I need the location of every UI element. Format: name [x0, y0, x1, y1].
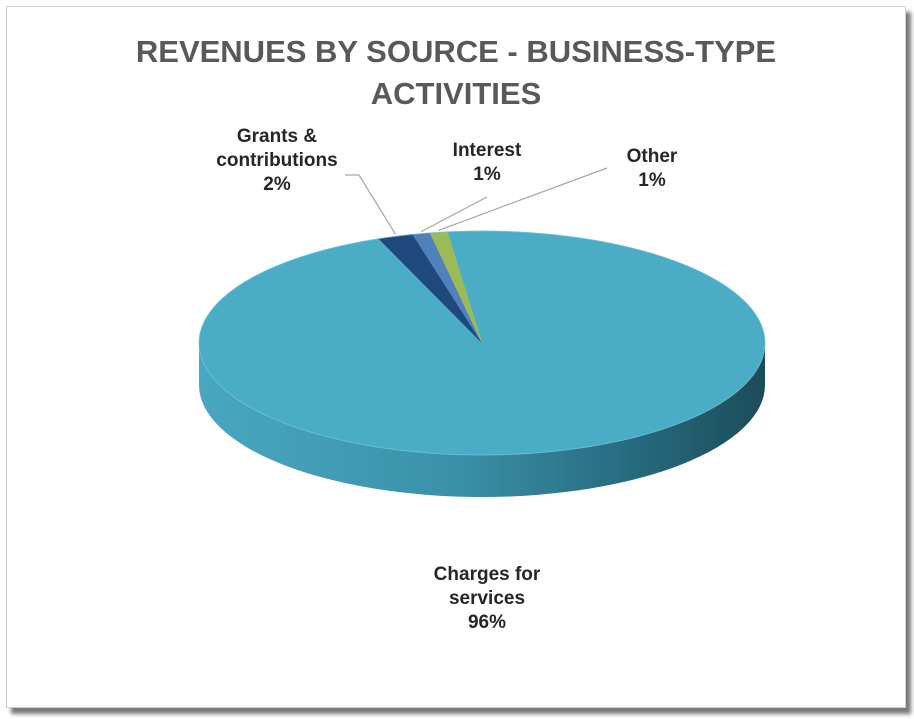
slice-label-interest: Interest 1% — [452, 140, 522, 185]
pie-side — [199, 343, 765, 497]
chart-area: REVENUES BY SOURCE - BUSINESS-TYPE ACTIV… — [6, 6, 906, 708]
slice-label-other: Other 1% — [626, 146, 678, 191]
leader-lines — [345, 167, 608, 235]
pie-top — [198, 230, 766, 456]
leader-line-other — [438, 167, 608, 231]
pie-side-wall — [199, 343, 765, 497]
chart-title: REVENUES BY SOURCE - BUSINESS-TYPE ACTIV… — [7, 31, 905, 115]
pie-chart — [198, 167, 766, 497]
leader-line-grants — [345, 174, 396, 235]
slice-label-charges-for-services: Charges for services 96% — [433, 564, 541, 633]
leader-line-interest — [420, 196, 488, 233]
chart-title-line-1: REVENUES BY SOURCE - BUSINESS-TYPE — [135, 34, 777, 69]
slice-label-grants-contributions: Grants & contributions 2% — [216, 126, 338, 195]
chart-title-line-2: ACTIVITIES — [370, 76, 542, 111]
pie-rim — [198, 230, 766, 456]
